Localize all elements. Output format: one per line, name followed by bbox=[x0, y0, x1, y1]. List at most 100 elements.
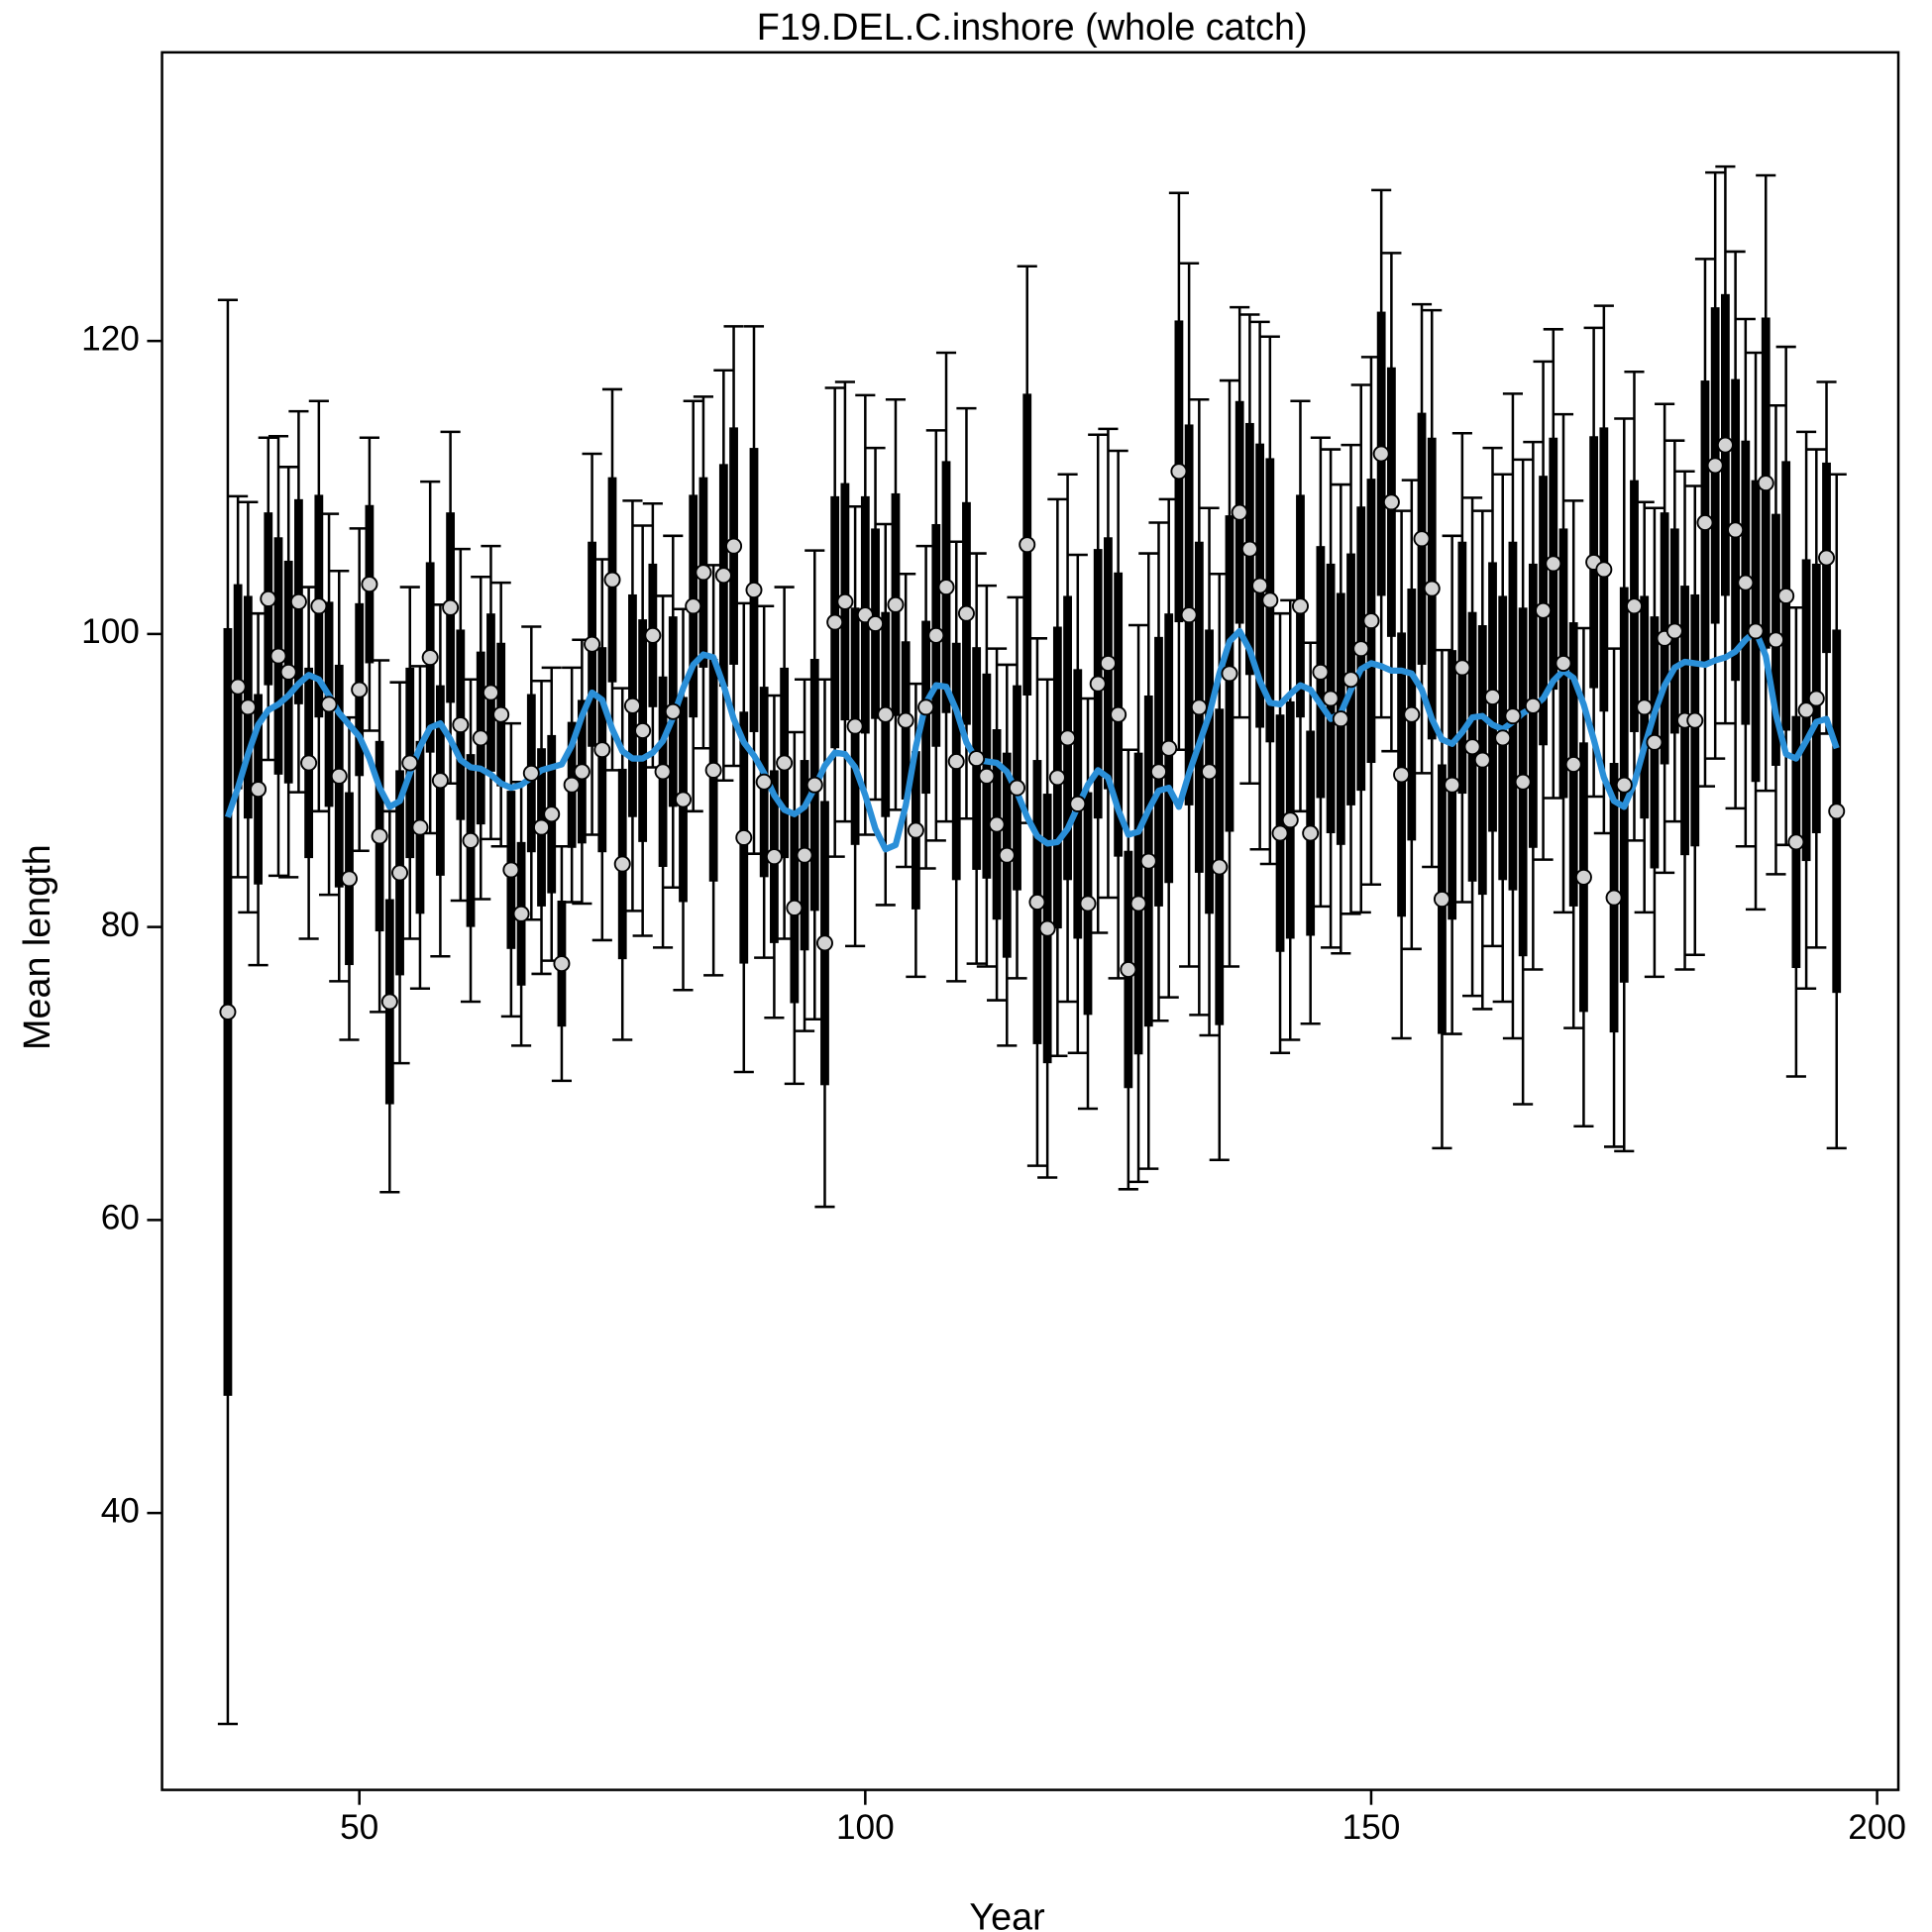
point bbox=[1514, 773, 1532, 791]
point bbox=[1139, 852, 1157, 870]
y-tick-label: 120 bbox=[81, 319, 140, 358]
point bbox=[1646, 733, 1664, 751]
point bbox=[1048, 769, 1066, 787]
point bbox=[1342, 671, 1360, 689]
point bbox=[978, 767, 996, 785]
point bbox=[260, 590, 277, 607]
point bbox=[1120, 961, 1137, 978]
point bbox=[755, 773, 773, 791]
x-tick-label: 150 bbox=[1342, 1808, 1401, 1847]
point bbox=[502, 861, 520, 879]
point bbox=[1574, 868, 1592, 886]
point bbox=[573, 763, 590, 781]
point bbox=[380, 993, 398, 1011]
point bbox=[1211, 858, 1229, 876]
point bbox=[907, 821, 924, 839]
point bbox=[815, 934, 833, 952]
point bbox=[533, 818, 551, 836]
point bbox=[1201, 763, 1219, 781]
point bbox=[1089, 675, 1107, 693]
point bbox=[1828, 803, 1846, 820]
point bbox=[1129, 895, 1147, 912]
point bbox=[826, 613, 844, 631]
point bbox=[887, 595, 905, 613]
point bbox=[695, 564, 712, 582]
x-tick-label: 200 bbox=[1848, 1808, 1906, 1847]
point bbox=[1615, 776, 1633, 794]
point bbox=[1221, 665, 1238, 683]
point bbox=[1190, 698, 1208, 716]
point bbox=[472, 729, 489, 747]
point bbox=[1261, 591, 1279, 609]
point bbox=[1382, 493, 1400, 511]
point bbox=[452, 716, 470, 734]
point bbox=[1696, 514, 1714, 531]
point bbox=[867, 615, 885, 633]
point bbox=[1595, 561, 1613, 579]
point bbox=[289, 592, 307, 610]
point bbox=[685, 597, 702, 615]
point bbox=[1170, 463, 1188, 481]
point bbox=[1686, 711, 1704, 729]
point bbox=[613, 855, 631, 873]
point bbox=[805, 776, 823, 794]
point bbox=[543, 805, 561, 823]
point bbox=[1555, 654, 1572, 672]
point bbox=[1807, 690, 1825, 707]
point bbox=[492, 705, 510, 723]
point bbox=[553, 955, 571, 973]
point bbox=[1059, 729, 1077, 747]
point bbox=[1453, 659, 1471, 677]
point bbox=[836, 592, 854, 610]
point bbox=[1564, 755, 1582, 773]
point bbox=[1372, 445, 1390, 463]
point bbox=[988, 815, 1006, 833]
point bbox=[725, 537, 743, 555]
point bbox=[1665, 622, 1683, 640]
point bbox=[300, 754, 318, 772]
point bbox=[351, 681, 369, 698]
point bbox=[584, 635, 601, 653]
point bbox=[442, 598, 460, 616]
point bbox=[1231, 503, 1248, 521]
point bbox=[947, 753, 965, 771]
point bbox=[998, 846, 1016, 864]
point bbox=[917, 698, 935, 716]
point bbox=[401, 754, 419, 772]
point bbox=[269, 647, 287, 665]
point bbox=[765, 848, 783, 866]
point bbox=[623, 697, 641, 714]
point bbox=[1423, 580, 1441, 597]
point bbox=[1099, 654, 1117, 672]
point bbox=[1312, 663, 1330, 681]
point bbox=[1504, 707, 1522, 725]
point bbox=[512, 905, 530, 922]
point bbox=[1757, 475, 1774, 492]
point bbox=[279, 663, 297, 681]
point bbox=[846, 717, 864, 735]
point bbox=[1038, 919, 1056, 937]
y-axis-label: Mean length bbox=[16, 844, 57, 1050]
point bbox=[361, 576, 378, 593]
point bbox=[1110, 705, 1127, 723]
point bbox=[1777, 587, 1795, 604]
point bbox=[1180, 606, 1198, 624]
point bbox=[1160, 739, 1178, 757]
point bbox=[1797, 701, 1815, 719]
point bbox=[239, 698, 257, 716]
point bbox=[654, 763, 672, 781]
point bbox=[1069, 795, 1087, 812]
point bbox=[1463, 738, 1481, 756]
point bbox=[1009, 779, 1026, 797]
point bbox=[1433, 891, 1450, 909]
x-axis-label: Year bbox=[969, 1895, 1044, 1932]
point bbox=[1706, 457, 1724, 475]
point bbox=[310, 597, 328, 615]
point bbox=[1716, 436, 1734, 454]
point bbox=[1605, 889, 1623, 907]
point bbox=[1302, 824, 1320, 842]
point bbox=[340, 870, 358, 888]
smooth-line bbox=[224, 627, 1840, 853]
